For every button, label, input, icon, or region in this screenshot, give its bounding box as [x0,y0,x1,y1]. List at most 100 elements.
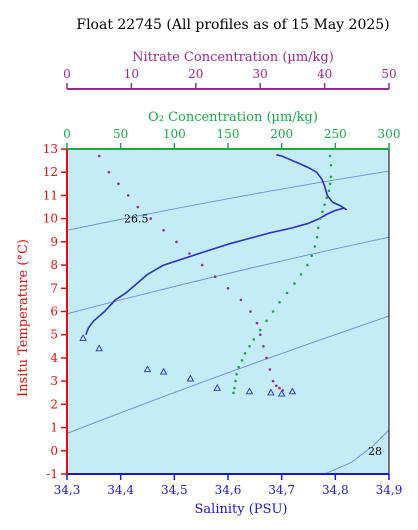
oxygen-point [234,379,237,383]
nitrate-tick-label: 0 [63,67,71,81]
salinity-point [267,388,275,396]
oxygen-point [327,189,331,193]
nitrate-tick-label: 20 [188,67,203,81]
salinity-tick-label: 34,6 [215,483,242,497]
salinity-point [245,387,254,395]
nitrate-point [265,356,268,360]
salinity-profile-line [85,154,347,335]
nitrate-point [200,263,204,267]
density-label: 28 [368,445,382,458]
nitrate-tick-label: 10 [124,67,139,81]
oxygen-tick-label: 150 [217,127,240,141]
isopycnal-line [66,170,390,231]
oxygen-point [329,175,333,179]
oxygen-tick-label: 250 [324,127,347,141]
oxygen-point [240,359,244,362]
nitrate-point [213,275,217,279]
oxygen-tick-label: 200 [270,127,293,141]
salinity-tick-label: 34,5 [161,483,188,497]
nitrate-point [175,240,178,244]
salinity-tick-label: 34,7 [268,483,295,497]
oxygen-tick-label: 300 [378,127,401,141]
oxygen-point [315,235,319,239]
salinity-point [79,334,87,341]
temperature-tick-label: 11 [43,188,58,202]
nitrate-point [107,170,111,174]
nitrate-point [136,205,140,209]
isopycnal-line [324,429,390,475]
isopycnal-lines [66,170,390,475]
isopycnal-line [66,236,390,315]
temperature-tick-label: 3 [50,374,58,388]
nitrate-point [271,379,275,383]
salinity-point [186,374,195,382]
oxygen-point [252,338,256,341]
oxygen-point [248,345,251,348]
salinity-point [95,344,103,352]
temperature-tick-label: -1 [46,467,58,481]
temperature-tick-label: 12 [43,165,58,179]
temperature-tick-label: 1 [50,421,58,435]
salinity-tick-label: 34,9 [376,483,403,497]
oxygen-point [243,352,247,355]
isopycnal-line [66,315,390,434]
oxygen-point [278,300,281,304]
oxygen-tick-label: 50 [113,127,128,141]
salinity-tick-label: 34,4 [107,483,134,497]
temperature-tick-label: 13 [43,142,58,156]
oxygen-point [306,263,309,267]
plot-area [67,149,389,474]
nitrate-point [262,345,265,348]
oxygen-point [265,319,268,323]
nitrate-point [258,333,262,337]
temperature-tick-label: 5 [50,328,58,342]
oxygen-tick-label: 0 [63,127,71,141]
salinity-point [213,383,222,391]
nitrate-point [278,386,281,390]
nitrate-point [275,384,278,388]
oxygen-point [328,182,332,186]
oxygen-point [321,210,324,213]
nitrate-point [239,298,243,302]
nitrate-point [249,310,252,313]
oxygen-point [258,328,262,332]
axes: 34,3 34,4 34,5 34,6 34,7 34,8 34,9 -1 0 12 3 4 5 6 7 8 9… [43,67,403,497]
temperature-tick-label: 4 [50,351,58,365]
nitrate-point [268,368,272,371]
nitrate-axis-label: Nitrate Concentration (µm/kg) [132,50,334,65]
oxygen-point [310,254,314,258]
nitrate-point [226,287,230,290]
oxygen-tick-label: 100 [163,127,186,141]
nitrate-point [281,389,285,392]
nitrate-point [117,182,120,186]
x-axis-label: Salinity (PSU) [195,502,288,517]
salinity-point [277,389,286,397]
temperature-tick-label: 9 [50,235,58,249]
temperature-tick-label: 6 [50,305,58,319]
oxygen-point [329,164,333,167]
nitrate-point [255,321,259,325]
data-marks: 26.5 28 [79,154,382,458]
nitrate-point [126,194,130,197]
nitrate-tick-label: 40 [317,67,332,81]
oxygen-point [316,226,320,230]
oxygen-point [328,154,332,158]
nitrate-tick-label: 50 [381,67,396,81]
chart-title: Float 22745 (All profiles as of 15 May 2… [76,17,389,33]
oxygen-point [232,391,235,395]
nitrate-point [188,252,191,255]
nitrate-point [149,217,152,220]
temperature-tick-label: 8 [50,258,58,272]
oxygen-axis-label: O₂ Concentration (µm/kg) [148,110,318,125]
nitrate-point [97,154,101,158]
oxygen-point [233,386,236,390]
density-label: 26.5 [124,213,149,226]
nitrate-point [162,229,165,232]
y-axis-label: Insitu Temperature (°C) [16,239,31,397]
salinity-tick-label: 34,8 [322,483,349,497]
temperature-tick-label: 7 [50,281,58,295]
oxygen-point [299,273,303,276]
salinity-tick-label: 34,3 [54,483,81,497]
